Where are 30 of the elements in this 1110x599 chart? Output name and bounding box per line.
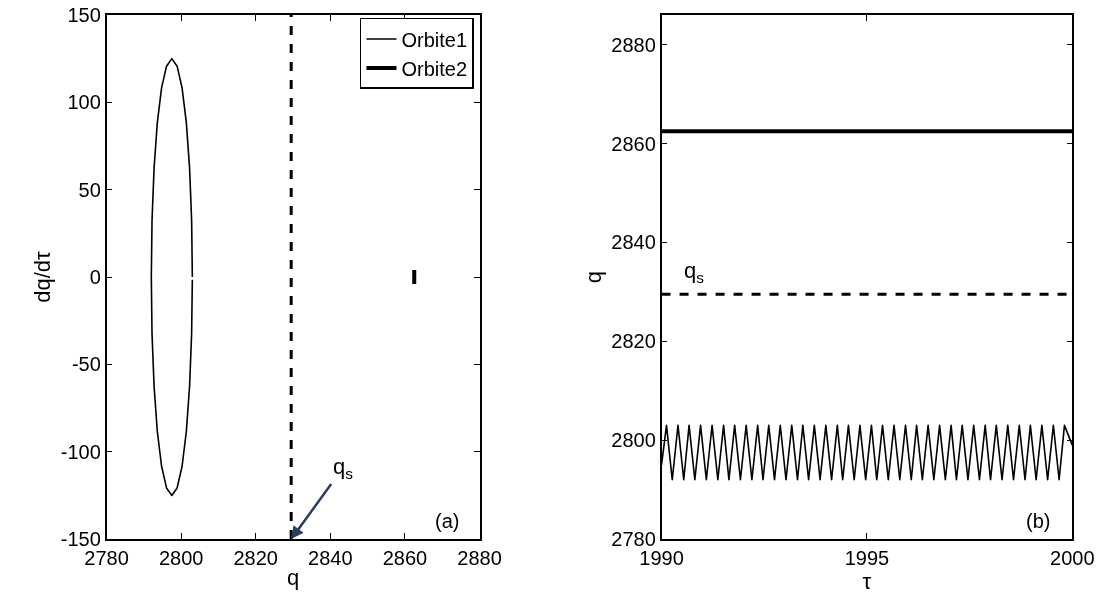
y-tick-label: 150 <box>67 3 101 26</box>
y-tick-label: -150 <box>60 528 101 551</box>
x-tick-label: 1995 <box>844 546 890 569</box>
annotation: (a) <box>435 510 460 532</box>
x-tick-label: 2860 <box>382 546 428 569</box>
x-tick-label: 2800 <box>158 546 204 569</box>
y-tick-label: -100 <box>60 440 101 463</box>
legend-label: Orbite1 <box>401 28 468 51</box>
y-tick-label: 100 <box>67 91 101 114</box>
y-axis-title: q <box>580 270 606 284</box>
y-tick-label: 2840 <box>611 231 656 254</box>
y-tick-label: 0 <box>89 266 101 289</box>
x-tick-label: 2840 <box>308 546 353 569</box>
x-tick-label: 2000 <box>1050 546 1095 569</box>
line-series <box>150 57 194 497</box>
legend-label: q$_{s}$ <box>684 258 705 286</box>
legend-label: Orbite2 <box>401 57 468 80</box>
y-tick-label: 50 <box>78 178 101 201</box>
y-tick-label: -50 <box>71 353 101 376</box>
y-tick-label: 2800 <box>611 429 656 452</box>
y-tick-label: 2880 <box>611 33 656 56</box>
y-tick-label: 2820 <box>611 330 656 353</box>
x-tick-label: 2820 <box>233 546 278 569</box>
annotation: q$_{s}$ <box>333 454 354 482</box>
y-tick-label: 2860 <box>611 132 656 155</box>
x-tick-label: 2880 <box>457 546 502 569</box>
x-axis-title: q <box>286 565 300 591</box>
y-axis-title: dq/dτ <box>30 250 56 303</box>
annotation: (b) <box>1026 510 1051 532</box>
x-axis-title: τ <box>862 568 872 594</box>
